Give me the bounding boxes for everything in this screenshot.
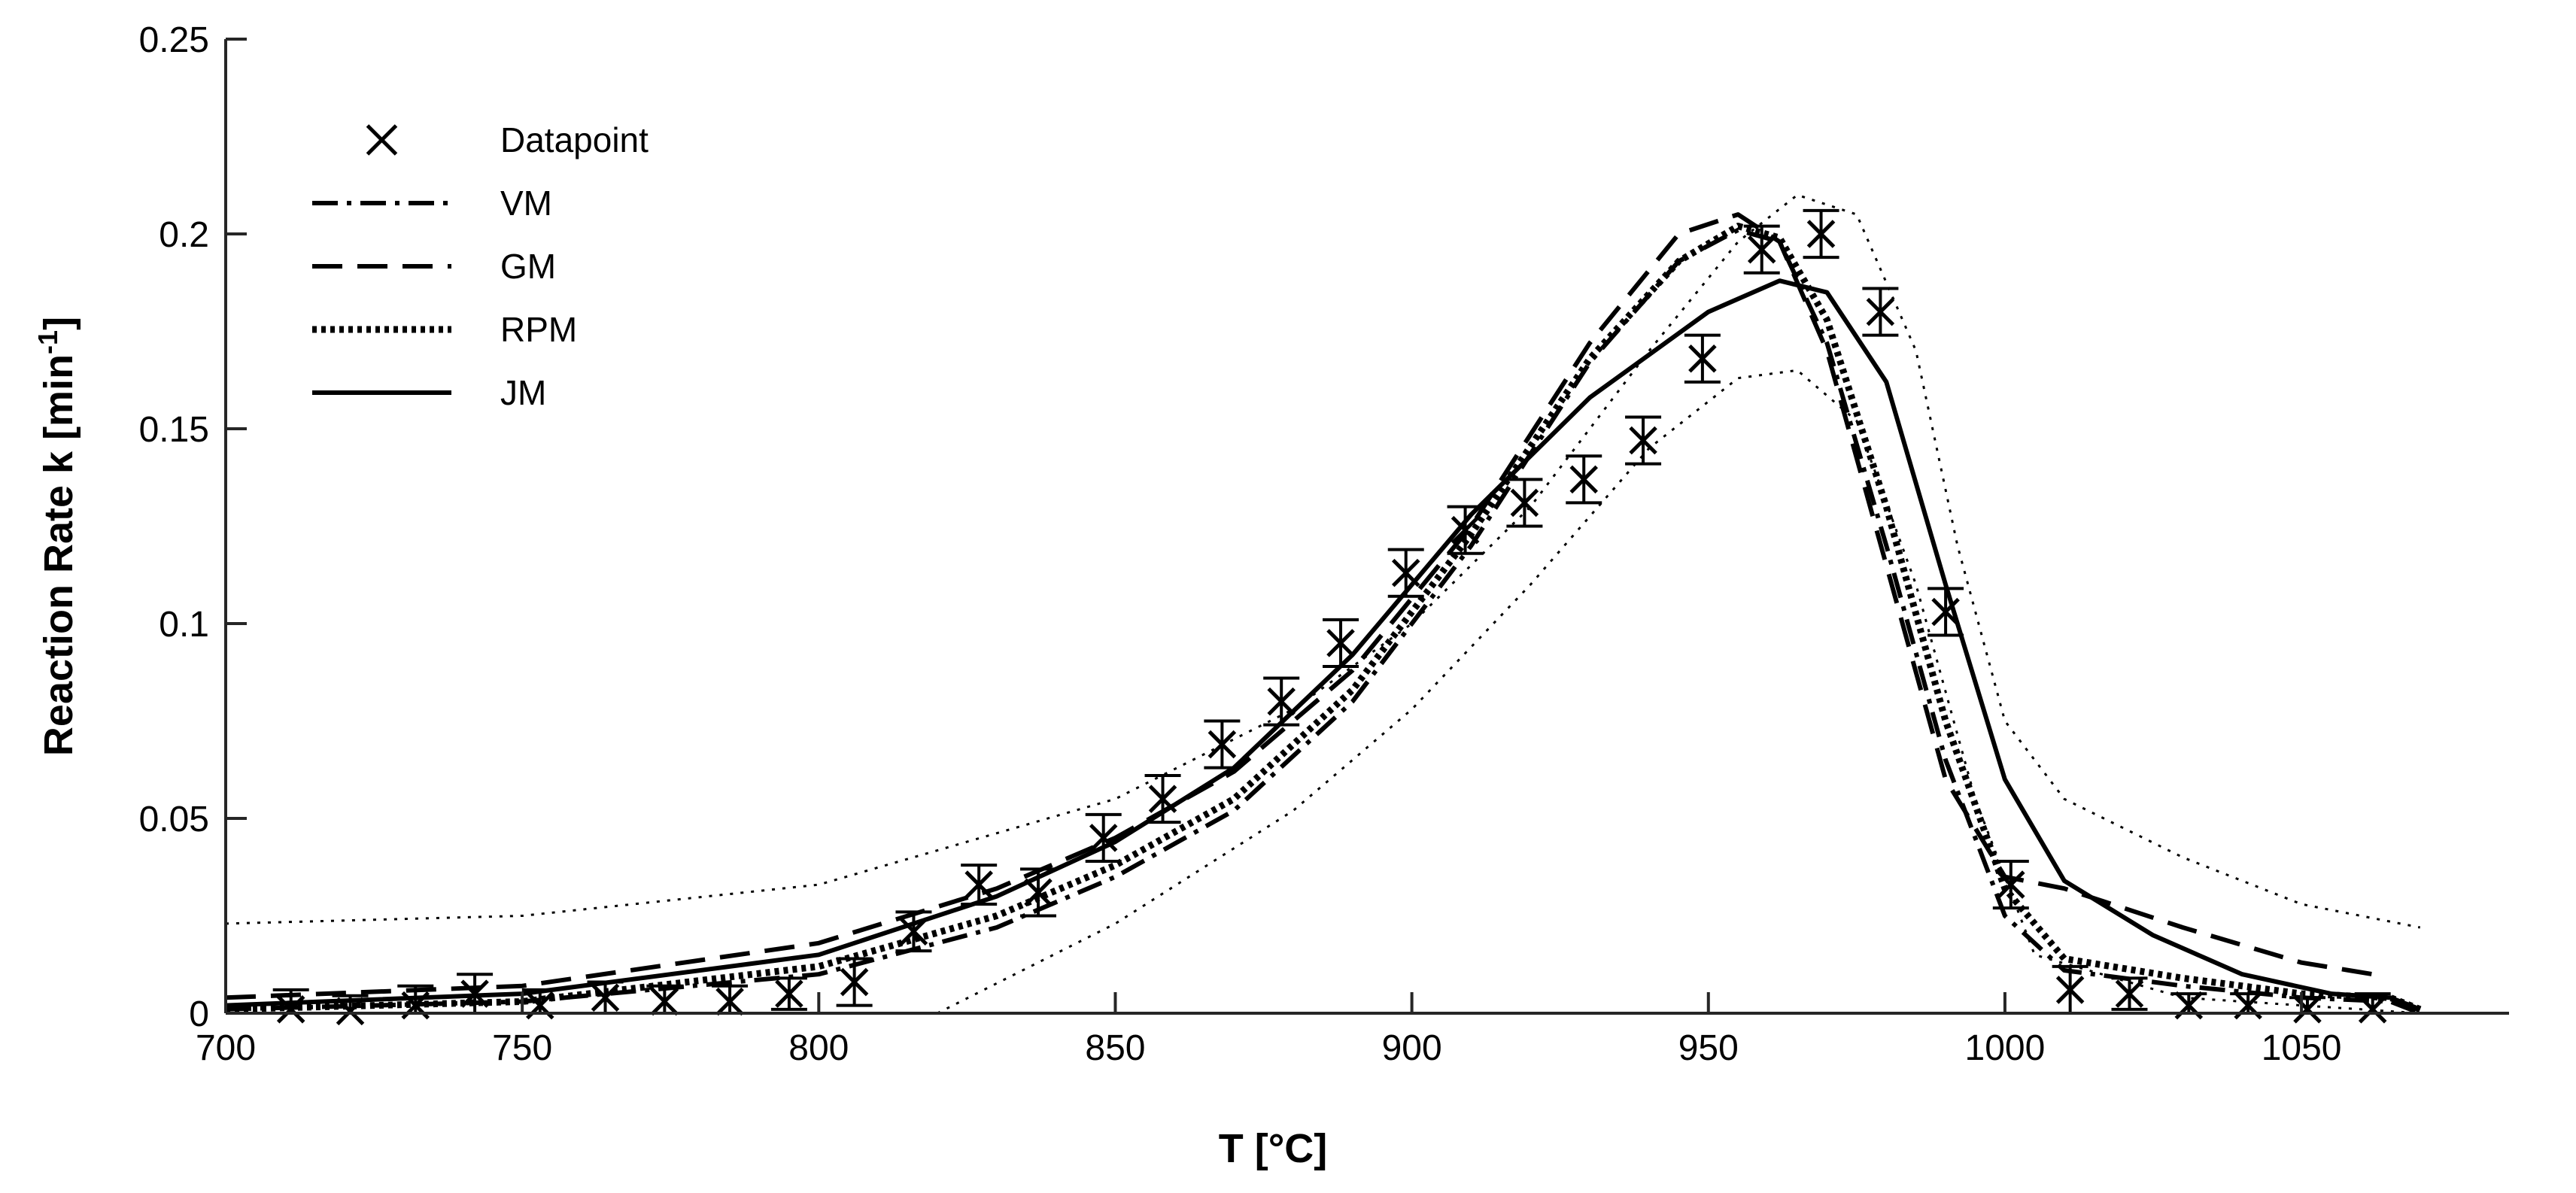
y-tick-label: 0.15 bbox=[139, 410, 209, 450]
y-axis-title-main: Reaction Rate k [min bbox=[36, 354, 81, 756]
x-tick-label: 1000 bbox=[1965, 1028, 2046, 1068]
x-tick-label: 950 bbox=[1678, 1028, 1739, 1068]
datapoint bbox=[1625, 415, 1662, 466]
series-line-jm bbox=[225, 278, 2421, 1012]
legend-label: RPM bbox=[500, 310, 577, 349]
datapoint-marker bbox=[840, 967, 869, 997]
y-axis-title-superscript: -1 bbox=[32, 330, 63, 354]
y-tick-label: 0.05 bbox=[139, 800, 209, 839]
legend-label: Datapoint bbox=[500, 120, 649, 159]
y-tick-label: 0.2 bbox=[159, 215, 209, 255]
datapoint bbox=[1323, 618, 1359, 668]
datapoint bbox=[1204, 719, 1241, 770]
legend-item-gm: GM bbox=[312, 247, 556, 286]
plot-datapoints bbox=[272, 208, 2391, 1026]
datapoint-marker bbox=[964, 870, 993, 899]
datapoint-marker bbox=[1208, 730, 1237, 759]
datapoint-marker bbox=[1866, 297, 1895, 326]
legend-item-rpm: RPM bbox=[312, 310, 577, 349]
y-tick-label: 0.1 bbox=[159, 605, 209, 645]
legend-marker-cross bbox=[366, 124, 398, 156]
datapoint-marker bbox=[899, 917, 928, 946]
datapoint-marker bbox=[1569, 465, 1599, 494]
datapoint bbox=[1506, 478, 1543, 528]
datapoint-marker bbox=[1629, 426, 1657, 455]
datapoint bbox=[2111, 976, 2148, 1011]
datapoint-marker bbox=[1997, 870, 2025, 899]
datapoint-marker bbox=[2358, 995, 2387, 1024]
datapoint-marker bbox=[336, 997, 365, 1026]
x-tick-label: 750 bbox=[492, 1028, 552, 1068]
datapoint-marker bbox=[591, 983, 620, 1012]
datapoint bbox=[1803, 208, 1839, 260]
datapoint bbox=[1085, 812, 1122, 863]
x-tick-label: 700 bbox=[196, 1028, 256, 1068]
x-tick-label: 850 bbox=[1085, 1028, 1145, 1068]
legend-item-datapoint: Datapoint bbox=[366, 120, 649, 159]
datapoint-marker bbox=[650, 987, 679, 1016]
datapoint bbox=[836, 957, 873, 1007]
legend-label: GM bbox=[500, 247, 556, 286]
x-tick-label: 1050 bbox=[2262, 1028, 2342, 1068]
datapoint-marker bbox=[2055, 976, 2085, 1004]
datapoint bbox=[1927, 587, 1964, 637]
datapoint-marker bbox=[775, 979, 803, 1008]
legend-label: JM bbox=[500, 373, 546, 412]
datapoint-marker bbox=[1510, 488, 1539, 518]
plot-axes: 700 750 800 850 900 950 1000 1050 0 0.05 0.1 0.15 0.… bbox=[139, 20, 2509, 1068]
series-line-upper-band bbox=[225, 193, 2421, 929]
datapoint bbox=[1992, 859, 2029, 910]
datapoint-marker bbox=[1024, 878, 1053, 907]
legend-item-jm: JM bbox=[312, 373, 546, 412]
datapoint-marker bbox=[715, 987, 744, 1016]
datapoint-marker bbox=[460, 979, 489, 1008]
datapoint bbox=[1019, 867, 1056, 918]
x-tick-label: 800 bbox=[788, 1028, 849, 1068]
datapoint-marker bbox=[1326, 629, 1355, 657]
datapoint-marker bbox=[2293, 995, 2322, 1024]
datapoint bbox=[1566, 454, 1602, 505]
y-axis-title: Reaction Rate k [min-1] bbox=[32, 317, 81, 756]
datapoint-marker bbox=[1688, 344, 1717, 373]
series-line-vm bbox=[225, 227, 2421, 1015]
y-tick-label: 0.25 bbox=[139, 20, 209, 60]
datapoint-marker bbox=[1089, 824, 1118, 852]
y-axis-title-close: ] bbox=[36, 317, 81, 330]
datapoint bbox=[895, 910, 932, 953]
legend: Datapoint VM GM RPM JM bbox=[312, 120, 649, 412]
plot-lines bbox=[225, 193, 2422, 1015]
datapoint bbox=[770, 976, 807, 1011]
datapoint-marker bbox=[1931, 597, 1960, 627]
y-tick-label: 0 bbox=[189, 994, 209, 1034]
datapoint-marker bbox=[1806, 220, 1836, 248]
x-axis-title: T [°C] bbox=[1219, 1126, 1328, 1171]
datapoint-marker bbox=[1267, 687, 1296, 716]
legend-label: VM bbox=[500, 184, 552, 223]
datapoint-marker bbox=[1148, 785, 1177, 813]
datapoint-marker bbox=[1451, 515, 1480, 545]
datapoint-marker bbox=[1391, 558, 1420, 587]
datapoint bbox=[1387, 548, 1424, 598]
datapoint bbox=[1263, 676, 1300, 727]
datapoint bbox=[1862, 287, 1899, 337]
datapoint bbox=[1447, 505, 1484, 555]
datapoint bbox=[1144, 774, 1181, 824]
datapoint bbox=[1684, 333, 1721, 384]
datapoint bbox=[961, 864, 998, 906]
series-line-rpm bbox=[225, 223, 2422, 1013]
datapoint-marker bbox=[1747, 235, 1776, 264]
datapoint bbox=[1743, 224, 1780, 275]
x-tick-label: 900 bbox=[1382, 1028, 1442, 1068]
datapoint-marker bbox=[2115, 979, 2144, 1008]
series-line-gm bbox=[225, 212, 2374, 1000]
datapoint-marker bbox=[276, 995, 305, 1024]
legend-item-vm: VM bbox=[312, 184, 552, 223]
